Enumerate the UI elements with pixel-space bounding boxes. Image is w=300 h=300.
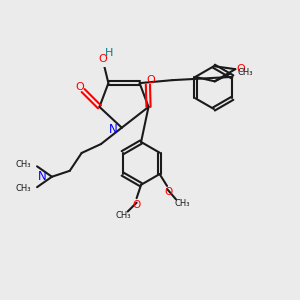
Text: O: O: [133, 200, 141, 210]
Text: CH₃: CH₃: [15, 184, 31, 193]
Text: CH₃: CH₃: [116, 212, 131, 220]
Text: O: O: [164, 187, 173, 197]
Text: CH₃: CH₃: [174, 199, 190, 208]
Text: N: N: [109, 123, 117, 136]
Text: O: O: [146, 75, 155, 85]
Text: O: O: [98, 54, 107, 64]
Text: CH₃: CH₃: [238, 68, 254, 77]
Text: O: O: [75, 82, 84, 92]
Text: CH₃: CH₃: [15, 160, 31, 169]
Text: H: H: [105, 48, 113, 59]
FancyBboxPatch shape: [93, 49, 113, 67]
Text: N: N: [38, 170, 46, 183]
Text: O: O: [236, 64, 245, 74]
